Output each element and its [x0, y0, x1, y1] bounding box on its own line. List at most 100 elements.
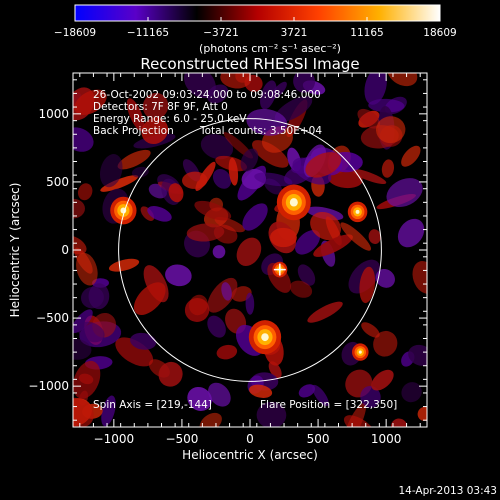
- heatmap-blob: [412, 261, 427, 294]
- heatmap-blob: [417, 406, 427, 421]
- heatmap-blob: [101, 395, 116, 427]
- colorbar-tick-label: 11165: [350, 27, 383, 39]
- heatmap-blob: [305, 152, 342, 178]
- x-axis-ticks: −1000 −500 0 500 1000: [79, 73, 421, 446]
- colorbar-ticks: −18609 −11165 −3721 3721 11165 18609: [54, 17, 457, 39]
- heatmap-blob: [142, 92, 169, 120]
- heatmap-blob: [147, 206, 172, 222]
- heatmap-blob: [216, 344, 238, 360]
- heatmap-blob: [371, 369, 394, 391]
- y-axis-label: Heliocentric Y (arcsec): [8, 183, 22, 318]
- heatmap-blob: [108, 258, 140, 272]
- heatmap-blob: [252, 140, 289, 168]
- solar-limb-circle: [118, 118, 382, 382]
- heatmap-blob: [212, 245, 226, 259]
- x-axis-label: Heliocentric X (arcsec): [182, 448, 318, 462]
- heatmap-blob: [295, 230, 321, 255]
- heatmap-blob: [254, 172, 293, 187]
- x-tick-label: 0: [246, 432, 254, 446]
- heatmap-blob: [401, 145, 421, 167]
- heatmap-blob: [246, 108, 288, 136]
- heatmap-blob: [73, 397, 94, 427]
- heatmap-blob: [207, 315, 226, 338]
- heatmap-blob: [270, 227, 297, 248]
- heatmap-blob: [140, 206, 155, 221]
- heatmap-blob: [221, 282, 232, 301]
- heatmap-blob: [100, 175, 139, 192]
- heatmap-blob: [212, 168, 232, 189]
- heatmap-blob: [381, 159, 395, 178]
- y-tick-label: 0: [61, 243, 69, 257]
- heatmap-blob: [130, 332, 157, 350]
- heatmap-blob: [368, 229, 381, 245]
- heatmap-blob: [200, 134, 234, 160]
- heatmap-blob: [361, 322, 380, 338]
- heatmap-blob: [131, 166, 149, 178]
- heatmap-blob: [76, 252, 98, 286]
- heatmap-blob: [387, 73, 418, 87]
- annotation-method: Back Projection: [93, 125, 174, 137]
- heatmap-blob: [373, 330, 398, 357]
- colorbar: [74, 4, 441, 22]
- heatmap-blob: [73, 309, 93, 334]
- heatmap-blob: [117, 149, 151, 170]
- heatmap-blob: [187, 386, 212, 411]
- y-tick-label: 1000: [38, 107, 69, 121]
- heatmap-blob: [77, 321, 105, 343]
- heatmap-blob: [351, 168, 387, 185]
- annotation-detectors: Detectors: 7F 8F 9F, Att 0: [93, 101, 228, 113]
- heatmap-blob: [375, 269, 395, 288]
- flare-sources: [110, 184, 369, 361]
- chart-title: Reconstructed RHESSI Image: [140, 55, 359, 73]
- heatmap-blob: [364, 73, 387, 105]
- colorbar-tick-label: −11165: [127, 27, 169, 39]
- heatmap-blob: [168, 183, 184, 203]
- heatmap-blob: [182, 171, 208, 189]
- heatmap-image: [73, 73, 427, 427]
- heatmap-blob: [141, 117, 169, 145]
- heatmap-blob: [256, 401, 287, 427]
- heatmap-blob: [73, 338, 92, 360]
- heatmap-blob: [194, 200, 232, 221]
- heatmap-blob: [236, 237, 262, 267]
- heatmap-blob: [289, 280, 313, 298]
- flare-source: [355, 209, 360, 214]
- heatmap-blob: [328, 169, 363, 189]
- heatmap-blob: [240, 148, 259, 172]
- x-tick-label: −1000: [94, 432, 135, 446]
- heatmap-blob: [386, 178, 423, 208]
- heatmap-blob: [77, 183, 93, 201]
- heatmap-blob: [312, 384, 329, 407]
- annotation-spin-axis: Spin Axis = [219,-144]: [93, 399, 212, 411]
- heatmap-blob: [307, 301, 343, 323]
- heatmap-blob: [313, 234, 353, 257]
- heatmap-blob: [397, 218, 425, 248]
- heatmap-blob: [189, 294, 208, 316]
- annotation-energy: Energy Range: 6.0 - 25.0 keV: [93, 113, 247, 125]
- heatmap-blob: [228, 157, 239, 186]
- annotation-counts: Total counts: 3.50E+04: [199, 125, 322, 137]
- heatmap-blob: [73, 360, 101, 399]
- y-tick-label: −1000: [28, 379, 69, 393]
- heatmap-blob: [199, 412, 222, 427]
- heatmap-blob: [340, 222, 372, 251]
- heatmap-blob: [214, 216, 245, 233]
- heatmap-blob: [99, 154, 123, 188]
- annotation-time-range: 26-Oct-2002 09:03:24.000 to 09:08:46.000: [93, 89, 321, 101]
- heatmap-blob: [260, 80, 277, 110]
- heatmap-blob: [293, 73, 316, 93]
- heatmap-blob: [220, 73, 252, 89]
- x-tick-label: −500: [165, 432, 198, 446]
- heatmap-blob: [208, 382, 231, 407]
- heatmap-blob: [360, 386, 381, 408]
- y-axis-ticks: −1000 −500 0 500 1000: [28, 79, 427, 421]
- heatmap-blob: [73, 127, 94, 152]
- colorbar-tick-label: 3721: [281, 27, 308, 39]
- annotation-flare-position: Flare Position = [322,350]: [260, 399, 397, 411]
- flare-source: [358, 350, 362, 354]
- spin-axis-marker: [273, 263, 286, 276]
- heatmap-blob: [401, 382, 422, 403]
- heatmap-blob: [126, 98, 145, 132]
- heatmap-blob: [376, 116, 406, 144]
